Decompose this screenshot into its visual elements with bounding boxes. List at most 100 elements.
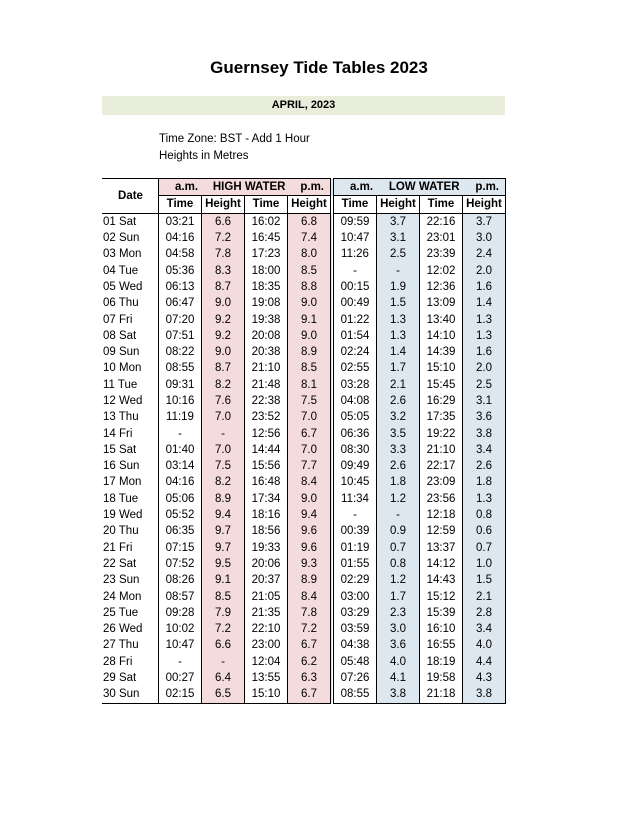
lw-am-height-cell: 2.6 bbox=[376, 392, 420, 410]
lw-pm-height-cell: 1.0 bbox=[462, 555, 506, 573]
table-row: 15 Sat 01:40 7.0 14:44 7.0 08:30 3.3 21:10 3.4 bbox=[102, 441, 506, 459]
lw-pm-height-cell: 3.6 bbox=[462, 409, 506, 426]
lw-am-time-cell: 03:00 bbox=[330, 588, 377, 605]
lw-am-time-cell: - bbox=[330, 506, 377, 524]
lw-pm-height-cell: 3.8 bbox=[462, 686, 506, 704]
hw-am-time-cell: 04:16 bbox=[158, 474, 202, 491]
lw-pm-time-cell: 23:56 bbox=[419, 490, 463, 507]
date-cell: 29 Sat bbox=[103, 672, 137, 685]
lw-am-time-cell: 10:45 bbox=[330, 474, 377, 491]
table-row: 04 Tue 05:36 8.3 18:00 8.5- -12:02 2.0 bbox=[102, 262, 506, 279]
date-cell: 22 Sat bbox=[103, 557, 137, 570]
hw-am-height-cell: 7.8 bbox=[201, 246, 245, 263]
hw-am-height-cell: 9.2 bbox=[201, 311, 245, 328]
lw-am-time-cell: 11:26 bbox=[330, 246, 377, 263]
lw-pm-height-cell: 1.6 bbox=[462, 278, 506, 296]
hw-am-height-cell: 7.6 bbox=[201, 392, 245, 410]
date-cell: 27 Thu bbox=[103, 639, 139, 652]
lw-am-height-cell: 0.8 bbox=[376, 555, 420, 573]
lw-pm-time-cell: 13:40 bbox=[419, 311, 463, 328]
hw-am-time-header: Time bbox=[158, 195, 202, 214]
hw-am-time-cell: 11:19 bbox=[158, 409, 202, 426]
table-row: 29 Sat 00:27 6.4 13:55 6.3 07:26 4.1 19:58 4.3 bbox=[102, 669, 506, 687]
hw-am-height-cell: 8.7 bbox=[201, 360, 245, 377]
hw-pm-height-cell: 9.0 bbox=[287, 295, 332, 312]
date-cell: 03 Mon bbox=[103, 248, 142, 261]
date-cell: 20 Thu bbox=[103, 525, 139, 538]
lw-pm-time-cell: 14:39 bbox=[419, 343, 463, 361]
lw-am-height-cell: 1.8 bbox=[376, 474, 420, 491]
lw-am-height-cell: 1.7 bbox=[376, 360, 420, 377]
lw-am-time-cell: 00:15 bbox=[330, 278, 377, 296]
table-row: 09 Sun 08:22 9.0 20:38 8.9 02:24 1.4 14:39 1.6 bbox=[102, 343, 506, 361]
lw-am-label: a.m. bbox=[350, 181, 374, 194]
hw-am-height-cell: 9.1 bbox=[201, 572, 245, 589]
table-row: 21 Fri 07:15 9.7 19:33 9.6 01:19 0.7 13:37 0.7 bbox=[102, 539, 506, 556]
lw-am-time-cell: 08:55 bbox=[330, 686, 377, 704]
hw-am-time-cell: 05:52 bbox=[158, 506, 202, 524]
lw-am-height-cell: 1.2 bbox=[376, 490, 420, 507]
lw-pm-time-cell: 14:10 bbox=[419, 327, 463, 344]
hw-pm-time-cell: 23:52 bbox=[244, 409, 288, 426]
date-cell: 16 Sun bbox=[103, 460, 140, 473]
lw-am-time-cell: 10:47 bbox=[330, 229, 377, 247]
hw-pm-height-cell: 7.2 bbox=[287, 621, 332, 638]
hw-am-height-cell: 8.5 bbox=[201, 588, 245, 605]
hw-pm-height-cell: 6.2 bbox=[287, 653, 332, 670]
date-cell: 19 Wed bbox=[103, 509, 143, 522]
hw-am-height-cell: 6.6 bbox=[201, 213, 245, 230]
lw-am-height-cell: - bbox=[376, 506, 420, 524]
lw-am-time-cell: 03:28 bbox=[330, 376, 377, 393]
hw-pm-time-cell: 20:06 bbox=[244, 555, 288, 573]
lw-pm-time-cell: 16:29 bbox=[419, 392, 463, 410]
hw-am-time-cell: 06:47 bbox=[158, 295, 202, 312]
table-row: 25 Tue 09:28 7.9 21:35 7.8 03:29 2.3 15:39 2.8 bbox=[102, 604, 506, 622]
lw-am-height-cell: - bbox=[376, 262, 420, 279]
hw-am-height-header: Height bbox=[201, 195, 245, 214]
table-row: 14 Fri - -12:56 6.7 06:36 3.5 19:22 3.8 bbox=[102, 425, 506, 442]
hw-am-time-cell: 05:06 bbox=[158, 490, 202, 507]
lw-pm-time-cell: 13:09 bbox=[419, 295, 463, 312]
hw-pm-time-cell: 21:48 bbox=[244, 376, 288, 393]
date-cell: 04 Tue bbox=[103, 264, 139, 277]
hw-pm-time-cell: 20:08 bbox=[244, 327, 288, 344]
hw-pm-time-cell: 14:44 bbox=[244, 441, 288, 459]
hw-pm-time-cell: 20:37 bbox=[244, 572, 288, 589]
hw-pm-time-cell: 17:34 bbox=[244, 490, 288, 507]
hw-am-time-cell: 08:57 bbox=[158, 588, 202, 605]
hw-am-height-cell: 7.5 bbox=[201, 458, 245, 475]
hw-am-height-cell: 9.7 bbox=[201, 539, 245, 556]
lw-pm-height-cell: 2.0 bbox=[462, 360, 506, 377]
hw-am-height-cell: 6.5 bbox=[201, 686, 245, 704]
lw-pm-height-cell: 4.0 bbox=[462, 637, 506, 654]
lw-pm-height-cell: 0.7 bbox=[462, 539, 506, 556]
hw-pm-time-cell: 21:10 bbox=[244, 360, 288, 377]
lw-am-time-cell: - bbox=[330, 262, 377, 279]
table-notes: Time Zone: BST - Add 1 Hour Heights in M… bbox=[159, 131, 310, 165]
table-row: 12 Wed 10:16 7.6 22:38 7.5 04:08 2.6 16:29 3.1 bbox=[102, 392, 506, 410]
hw-pm-height-cell: 7.8 bbox=[287, 604, 332, 622]
lw-am-time-cell: 00:49 bbox=[330, 295, 377, 312]
lw-pm-time-cell: 12:18 bbox=[419, 506, 463, 524]
hw-pm-height-cell: 8.0 bbox=[287, 246, 332, 263]
lw-pm-height-cell: 3.0 bbox=[462, 229, 506, 247]
hw-pm-time-cell: 18:16 bbox=[244, 506, 288, 524]
lw-pm-time-cell: 23:39 bbox=[419, 246, 463, 263]
lw-pm-height-cell: 3.4 bbox=[462, 621, 506, 638]
lw-pm-height-cell: 0.8 bbox=[462, 506, 506, 524]
hw-am-time-cell: - bbox=[158, 653, 202, 670]
hw-pm-height-cell: 9.3 bbox=[287, 555, 332, 573]
hw-pm-height-cell: 7.0 bbox=[287, 409, 332, 426]
table-row: 05 Wed 06:13 8.7 18:35 8.8 00:15 1.9 12:36 1.6 bbox=[102, 278, 506, 296]
lw-pm-height-cell: 2.8 bbox=[462, 604, 506, 622]
lw-am-height-cell: 3.2 bbox=[376, 409, 420, 426]
lw-pm-height-cell: 3.1 bbox=[462, 392, 506, 410]
date-cell: 13 Thu bbox=[103, 411, 139, 424]
date-cell: 06 Thu bbox=[103, 297, 139, 310]
hw-pm-time-cell: 21:35 bbox=[244, 604, 288, 622]
hw-am-height-cell: 8.3 bbox=[201, 262, 245, 279]
lw-am-height-cell: 0.9 bbox=[376, 523, 420, 540]
hw-pm-time-cell: 23:00 bbox=[244, 637, 288, 654]
table-row: 20 Thu 06:35 9.7 18:56 9.6 00:39 0.9 12:59 0.6 bbox=[102, 523, 506, 540]
hw-am-height-cell: 9.0 bbox=[201, 295, 245, 312]
